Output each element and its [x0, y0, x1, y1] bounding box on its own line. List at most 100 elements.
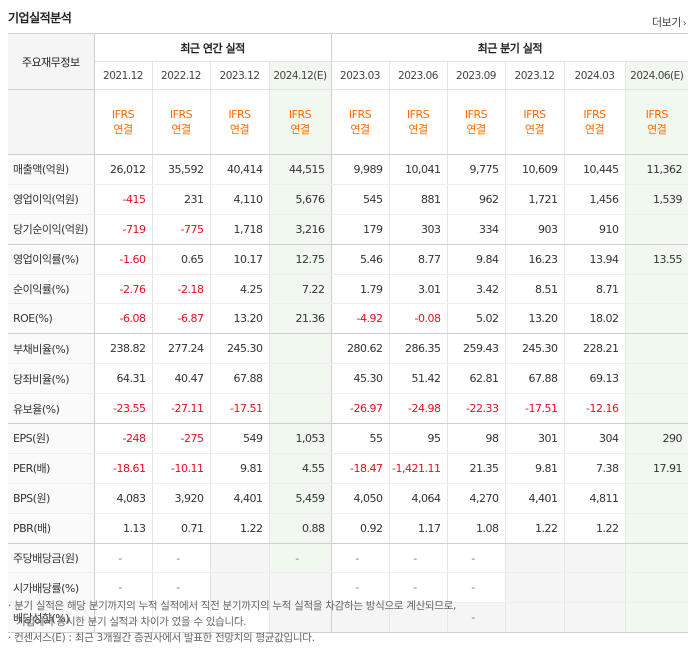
value-cell: -: [209, 602, 269, 634]
footnote-line: · 분기 실적은 해당 분기까지의 누적 실적에서 직전 분기까지의 누적 실적…: [8, 600, 457, 612]
value-cell: 4,110: [209, 184, 269, 215]
value-cell: 21.35: [446, 453, 506, 484]
value-cell: 1.22: [563, 513, 626, 544]
value-cell: 277.24: [151, 333, 210, 365]
table-row: 주당배당금(원) - - - - - -: [8, 543, 689, 574]
ifrs-label: IFRS: [464, 108, 488, 121]
value-cell: 9.81: [209, 453, 269, 484]
value-cell: 51.42: [388, 363, 448, 395]
ifrs-header: IFRS 연결: [94, 89, 152, 155]
value-cell: 4.55: [268, 453, 332, 484]
value-cell: 3.42: [446, 274, 506, 305]
value-cell: 301: [504, 423, 565, 454]
value-cell: -: [330, 543, 390, 574]
basis-label: 연결: [647, 123, 667, 136]
value-cell: 11,362: [624, 154, 689, 185]
value-cell: [330, 602, 390, 634]
value-cell: -: [268, 543, 332, 574]
value-cell: 1,721: [504, 184, 565, 215]
period-header: 2023.09: [446, 61, 506, 90]
value-cell: -2.76: [94, 274, 152, 305]
ifrs-header: IFRS 연결: [504, 89, 565, 155]
footnote-line: 기업에서 공시한 분기 실적과 차이가 있을 수 있습니다.: [16, 616, 247, 628]
value-cell: 179: [330, 214, 390, 245]
value-cell: 13.20: [209, 303, 269, 335]
period-header: 2024.03: [563, 61, 626, 90]
value-cell: [209, 543, 269, 574]
value-cell: 1,053: [268, 423, 332, 454]
table-row: ROE(%) -6.08 -6.87 13.20 21.36 -4.92 -0.08 5.02…: [8, 303, 689, 335]
value-cell: 10,445: [563, 154, 626, 185]
ifrs-label: IFRS: [523, 108, 546, 121]
value-cell: [624, 543, 689, 574]
value-cell: 4,401: [504, 483, 565, 514]
value-cell: [624, 214, 689, 245]
value-cell: 545: [330, 184, 390, 215]
value-cell: -415: [94, 184, 152, 215]
row-label: 배당성향(%): [8, 602, 95, 634]
value-cell: 1.17: [388, 513, 448, 544]
value-cell: [624, 483, 689, 514]
value-cell: [624, 513, 689, 544]
row-label: BPS(원): [8, 483, 95, 514]
value-cell: -23.55: [94, 393, 152, 425]
value-cell: 5,676: [268, 184, 332, 215]
value-cell: 231: [151, 184, 210, 215]
value-cell: 98: [446, 423, 506, 454]
value-cell: [268, 393, 332, 425]
row-header-spacer: [8, 89, 95, 155]
value-cell: 5.02: [446, 303, 506, 335]
value-cell: 13.55: [624, 244, 689, 275]
value-cell: -1.60: [94, 244, 152, 275]
value-cell: 7.38: [563, 453, 626, 484]
footnote-line: · 컨센서스(E) : 최근 3개월간 증권사에서 발표한 전망치의 평균값입니…: [8, 632, 315, 644]
value-cell: 1,456: [563, 184, 626, 215]
value-cell: -0.08: [388, 303, 448, 335]
ifrs-label: IFRS: [406, 108, 430, 121]
value-cell: [624, 303, 689, 335]
footnotes: · 분기 실적은 해당 분기까지의 누적 실적에서 직전 분기까지의 누적 실적…: [8, 598, 688, 646]
more-link[interactable]: 더보기 ›: [652, 14, 687, 30]
value-cell: 5,459: [268, 483, 332, 514]
row-label: 당기순이익(억원): [8, 214, 95, 245]
table-row: 당좌비율(%) 64.31 40.47 67.88 45.30 51.42 62.81 67.…: [8, 363, 689, 395]
row-label: 순이익률(%): [8, 274, 95, 305]
section-title: 기업실적분석: [8, 11, 72, 25]
value-cell: 0.88: [268, 513, 332, 544]
period-header: 2023.12: [209, 61, 269, 90]
value-cell: 45.30: [330, 363, 390, 395]
value-cell: 8.51: [504, 274, 565, 305]
ifrs-label: IFRS: [348, 108, 372, 121]
ifrs-header: IFRS 연결: [563, 89, 626, 155]
value-cell: 67.88: [209, 363, 269, 395]
value-cell: 12.75: [268, 244, 332, 275]
value-cell: 3,920: [151, 483, 210, 514]
value-cell: -17.51: [504, 393, 565, 425]
value-cell: 10,041: [388, 154, 448, 185]
value-cell: 21.36: [268, 303, 332, 335]
value-cell: 3,216: [268, 214, 332, 245]
value-cell: 1,539: [624, 184, 689, 215]
value-cell: -4.92: [330, 303, 390, 335]
value-cell: [504, 572, 565, 604]
row-label: 당좌비율(%): [8, 363, 95, 395]
value-cell: 1.13: [94, 513, 152, 544]
basis-label: 연결: [524, 123, 545, 136]
value-cell: -: [94, 543, 152, 574]
table-row: 유보율(%) -23.55 -27.11 -17.51 -26.97 -24.98 -22.…: [8, 393, 689, 425]
quarter-group-header: 최근 분기 실적: [330, 33, 689, 62]
value-cell: 10,609: [504, 154, 565, 185]
ifrs-header: IFRS 연결: [268, 89, 332, 155]
value-cell: -26.97: [330, 393, 390, 425]
value-cell: -: [151, 572, 210, 604]
row-header: 주요재무정보: [8, 33, 95, 90]
value-cell: [624, 602, 689, 634]
value-cell: -275: [151, 423, 210, 454]
value-cell: -2.18: [151, 274, 210, 305]
period-header: 2022.12: [151, 61, 210, 90]
value-cell: 4,811: [563, 483, 626, 514]
table-row: 시가배당률(%) - - - - -: [8, 572, 689, 604]
period-header: 2021.12: [94, 61, 152, 90]
value-cell: 8.71: [563, 274, 626, 305]
value-cell: 1,718: [209, 214, 269, 245]
